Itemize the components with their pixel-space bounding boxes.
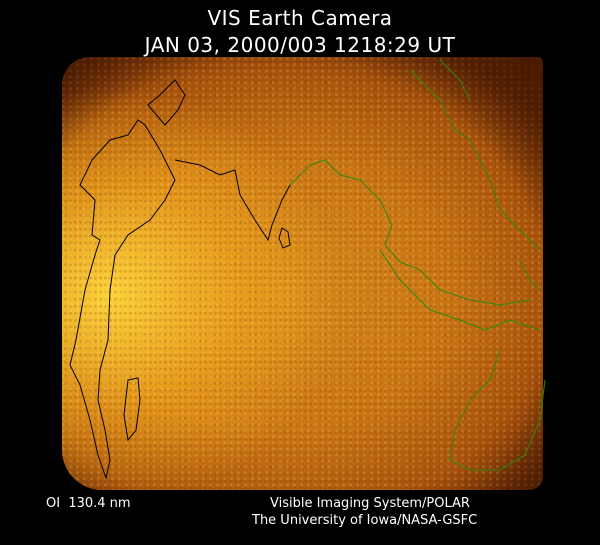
coastline-africa-arabia bbox=[69, 79, 291, 480]
coastline-sri-lanka bbox=[278, 227, 291, 249]
coastline-asia-australia bbox=[289, 59, 546, 471]
earth-image bbox=[62, 57, 543, 490]
coastline-madagascar bbox=[123, 377, 141, 442]
credit-label: The University of Iowa/NASA-GSFC bbox=[252, 513, 478, 528]
limb-shading bbox=[62, 57, 543, 490]
image-title: VIS Earth Camera bbox=[207, 6, 393, 30]
instrument-label: Visible Imaging System/POLAR bbox=[270, 496, 470, 511]
timestamp: JAN 03, 2000/003 1218:29 UT bbox=[144, 33, 456, 57]
wavelength-label: OI 130.4 nm bbox=[46, 496, 131, 511]
